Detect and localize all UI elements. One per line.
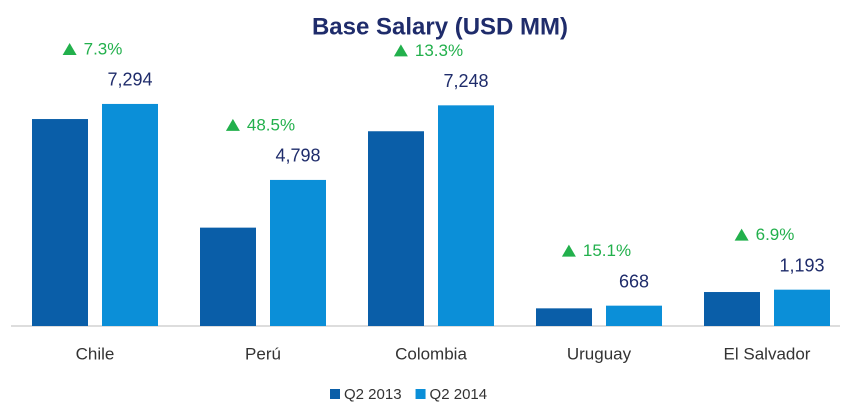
growth-arrow [561,244,576,257]
growth-arrow [225,118,240,131]
chart-title: Base Salary (USD MM) [312,13,568,40]
legend-label: Q2 2013 [344,386,402,402]
x-tick-label: El Salvador [724,344,811,363]
growth-label: 48.5% [247,115,295,134]
growth-label: 13.3% [415,41,463,60]
x-tick-label: Chile [76,344,115,363]
growth-label: 6.9% [756,225,795,244]
bar [32,119,88,326]
x-tick-label: Uruguay [567,344,632,363]
bar [536,308,592,326]
growth-label: 7.3% [84,39,123,58]
bar [606,305,662,326]
value-label: 7,294 [107,70,152,90]
value-label: 4,798 [275,146,320,166]
bar [270,179,326,326]
value-label: 7,248 [443,71,488,91]
growth-label: 15.1% [583,241,631,260]
growth-arrow [62,42,77,55]
value-label: 668 [619,271,649,291]
bar [438,105,494,326]
legend-swatch [415,389,426,399]
bar [200,227,256,326]
growth-arrow [393,44,408,57]
growth-arrow [734,228,749,241]
x-tick-label: Colombia [395,344,467,363]
x-tick-label: Perú [245,344,281,363]
bar [102,103,158,326]
bar [368,131,424,326]
legend-swatch [330,389,340,399]
legend-label: Q2 2014 [430,386,488,402]
value-label: 1,193 [779,255,824,275]
bar [704,292,760,326]
bar [774,289,830,326]
